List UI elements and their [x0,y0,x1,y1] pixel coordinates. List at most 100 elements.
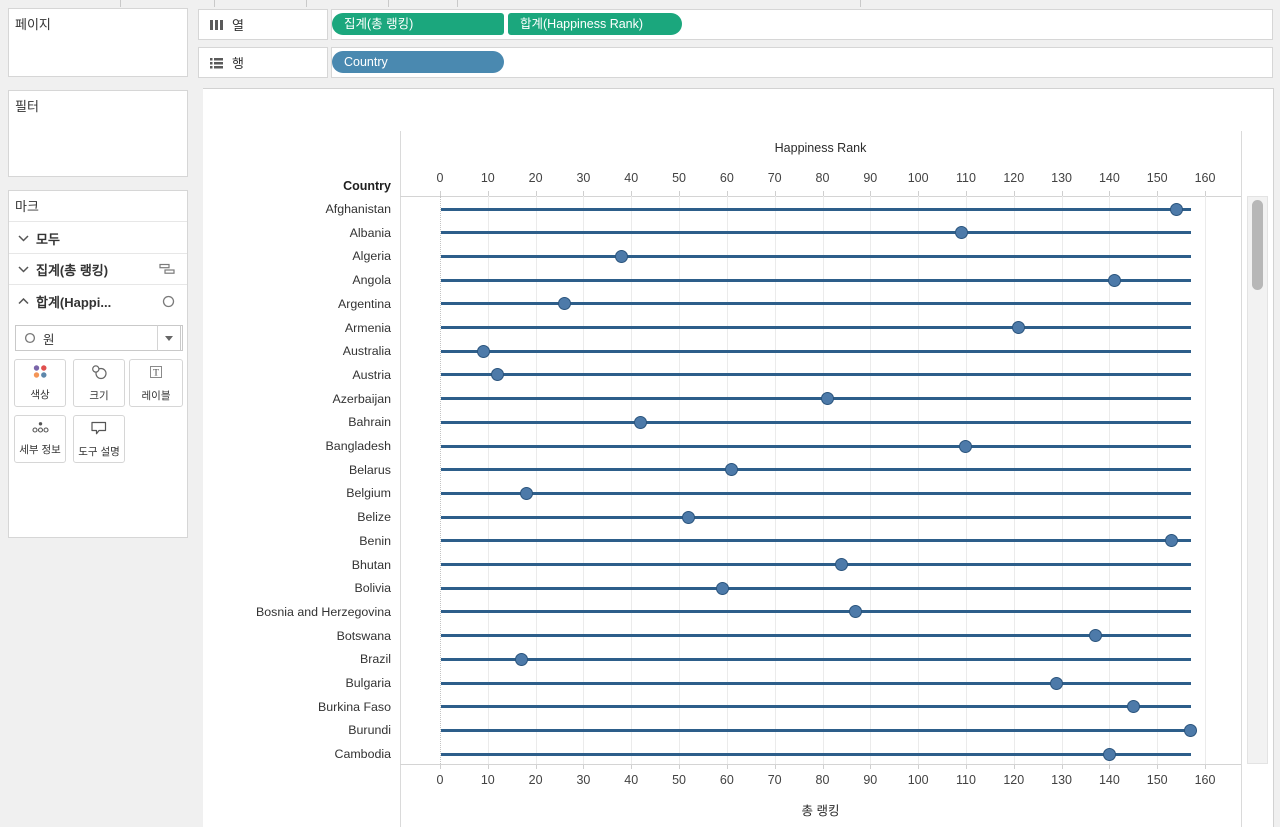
row-header-country[interactable]: Australia [342,344,391,359]
gantt-bar-mark[interactable] [441,278,1191,282]
row-header-country[interactable]: Brazil [360,652,391,667]
row-header-country[interactable]: Burkina Faso [317,699,391,714]
circle-mark[interactable] [1126,700,1140,714]
gantt-bar-mark[interactable] [441,610,1191,614]
top-axis-tick-label: 80 [815,171,830,185]
row-header-country[interactable]: Belize [357,510,391,525]
row-header-country[interactable]: Armenia [344,320,391,335]
circle-mark[interactable] [1107,273,1121,287]
circle-mark[interactable] [1088,629,1102,643]
row-header-country[interactable]: Angola [352,273,391,288]
mark-type-dropdown-button[interactable] [157,325,181,351]
row-header-country[interactable]: Albania [349,225,391,240]
row-header-country[interactable]: Austria [352,367,391,382]
circle-mark[interactable] [615,249,629,263]
gantt-bar-mark[interactable] [441,752,1191,756]
row-header-country[interactable]: Algeria [352,249,391,264]
chevron-up-icon[interactable] [18,297,29,305]
gantt-bar-mark[interactable] [441,207,1191,211]
row-header-country[interactable]: Bulgaria [345,676,391,690]
row-header-country[interactable]: Azerbaijan [332,391,391,406]
marks-section-gantt-measure[interactable]: 집계(총 랭킹) [9,255,187,283]
gantt-bar-mark[interactable] [441,705,1191,709]
gantt-bar-mark[interactable] [441,326,1191,329]
marks-section-label: 모두 [36,231,60,247]
gantt-bar-mark[interactable] [441,420,1191,424]
size-button[interactable]: 크기 [73,359,125,407]
circle-mark[interactable] [490,368,504,382]
toolbar-divider [860,0,861,7]
circle-mark[interactable] [959,439,973,453]
chevron-down-icon[interactable] [18,234,29,242]
detail-button[interactable]: 세부 정보 [14,415,66,463]
gantt-bar-mark[interactable] [441,231,1191,235]
circle-mark[interactable] [820,392,834,406]
label-button[interactable]: T 레이블 [129,359,183,407]
circle-mark[interactable] [715,581,729,595]
circle-mark[interactable] [1184,723,1198,737]
circle-mark[interactable] [1169,202,1183,216]
row-header-country[interactable]: Bolivia [354,581,391,596]
row-header-country[interactable]: Burundi [348,723,391,738]
chevron-down-icon[interactable] [18,265,29,273]
gantt-bar-mark[interactable] [441,302,1191,306]
row-header-country[interactable]: Bosnia and Herzegovina [255,604,391,619]
gantt-bar-mark[interactable] [441,563,1191,566]
circle-mark[interactable] [519,486,533,500]
bottom-axis-tick-label: 140 [1098,773,1120,787]
gantt-bar-mark[interactable] [441,349,1191,353]
row-header-country[interactable]: Belgium [346,486,391,501]
filters-shelf-card[interactable]: 필터 [8,90,188,177]
gantt-bar-mark[interactable] [441,681,1191,685]
marks-section-circle-measure[interactable]: 합계(Happi... [9,287,187,315]
pill-aggregate-total-rank[interactable]: 집계(총 랭킹) [332,13,504,35]
gantt-bar-mark[interactable] [441,373,1191,377]
gantt-bar-mark[interactable] [441,539,1191,543]
country-column-header[interactable]: Country [343,179,391,193]
top-axis-tick [965,191,967,196]
row-header-country[interactable]: Argentina [337,296,391,311]
gantt-bar-mark[interactable] [441,397,1191,401]
gantt-bar-mark[interactable] [441,515,1191,519]
circle-mark[interactable] [725,463,739,477]
gantt-bar-mark[interactable] [441,468,1191,472]
vertical-scrollbar-track[interactable] [1247,196,1268,764]
pill-country[interactable]: Country [332,51,504,73]
gantt-bar-mark[interactable] [441,657,1191,661]
gantt-bar-mark[interactable] [441,634,1191,638]
circle-mark[interactable] [634,415,648,429]
pages-shelf-card[interactable]: 페이지 [8,8,188,77]
gantt-bar-mark[interactable] [441,728,1191,732]
circle-mark[interactable] [1050,676,1064,690]
row-header-country[interactable]: Cambodia [334,747,391,762]
gantt-bar-mark[interactable] [441,444,1191,448]
row-header-country[interactable]: Botswana [336,628,391,643]
circle-mark[interactable] [476,344,490,358]
circle-mark-icon [162,295,175,308]
circle-mark[interactable] [1102,747,1116,761]
row-header-country[interactable]: Bhutan [351,557,391,572]
row-header-country[interactable]: Bahrain [348,415,391,430]
gantt-bar-mark[interactable] [441,491,1191,495]
tooltip-button[interactable]: 도구 설명 [73,415,125,463]
color-button[interactable]: 색상 [14,359,66,407]
circle-mark[interactable] [835,558,849,571]
circle-mark[interactable] [849,605,863,619]
circle-mark[interactable] [682,510,696,524]
circle-mark[interactable] [954,226,968,240]
marks-section-all[interactable]: 모두 [9,224,187,252]
mark-type-dropdown[interactable]: 원 [15,325,183,351]
vertical-scrollbar-thumb[interactable] [1252,200,1263,290]
circle-mark[interactable] [514,652,528,666]
circle-mark[interactable] [1012,321,1026,334]
row-header-country[interactable]: Afghanistan [325,202,391,216]
top-axis-tick-label: 100 [907,171,929,185]
pill-sum-happiness-rank[interactable]: 합계(Happiness Rank) [508,13,682,35]
row-header-country[interactable]: Bangladesh [325,439,391,453]
row-header-country[interactable]: Benin [359,533,391,548]
circle-mark[interactable] [557,297,571,311]
circle-mark[interactable] [1165,534,1179,548]
row-header-country[interactable]: Belarus [348,462,391,477]
gantt-bar-mark[interactable] [441,586,1191,590]
gantt-bar-mark[interactable] [441,254,1191,258]
